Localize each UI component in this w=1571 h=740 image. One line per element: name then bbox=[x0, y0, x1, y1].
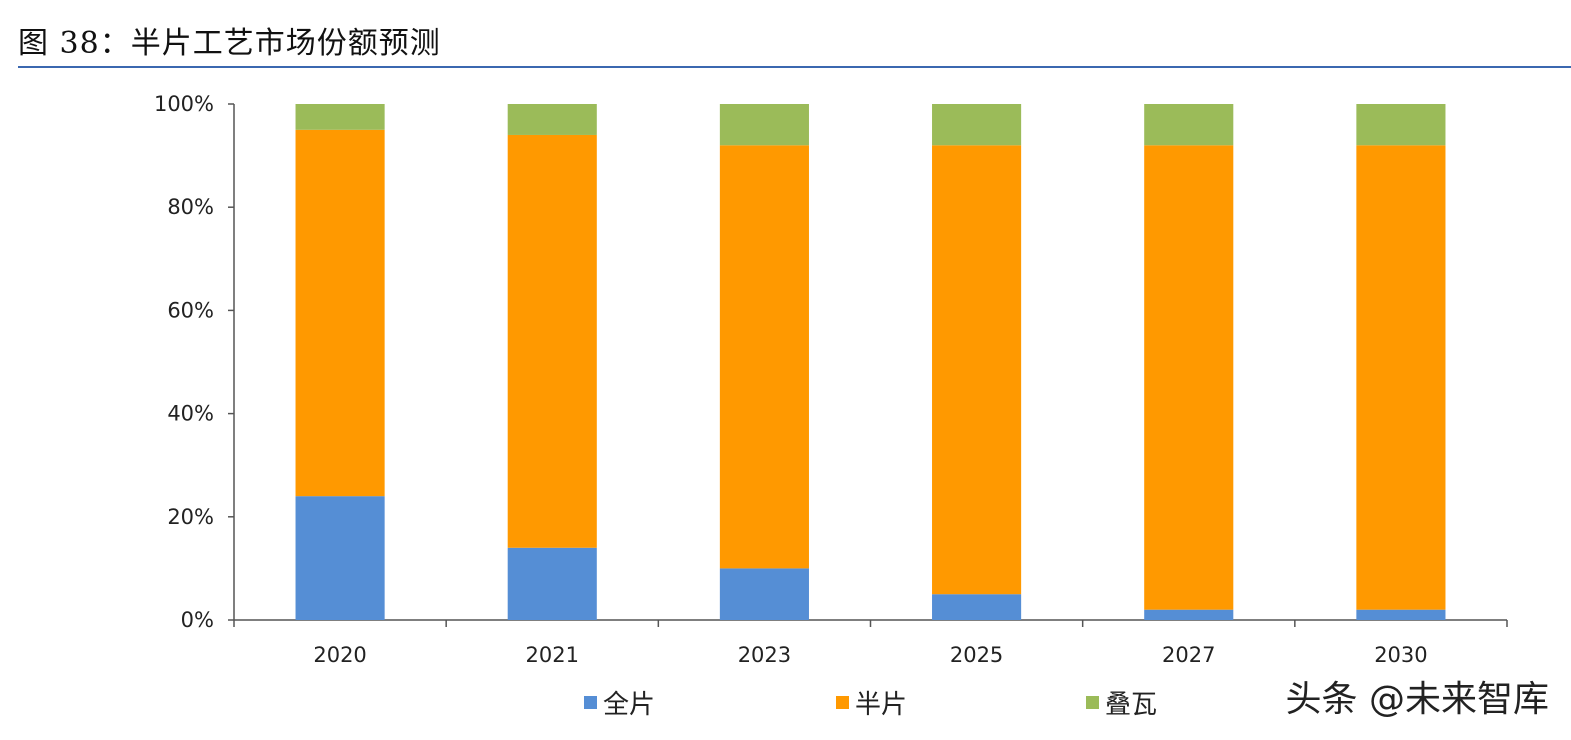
bar-segment-2030-2 bbox=[1356, 104, 1446, 146]
bar-segment-2025-1 bbox=[932, 145, 1022, 595]
legend-item-banpian: 半片 bbox=[836, 680, 907, 724]
bar-segment-2027-2 bbox=[1144, 104, 1234, 146]
y-tick-label: 80% bbox=[167, 195, 214, 219]
legend-label: 叠瓦 bbox=[1105, 689, 1158, 720]
figure-title: 图 38：半片工艺市场份额预测 bbox=[18, 26, 441, 61]
x-tick-label: 2021 bbox=[526, 643, 579, 667]
legend-item-diewa: 叠瓦 bbox=[1086, 680, 1157, 724]
x-axis: 2020 2021 2023 2025 2027 2030 bbox=[233, 619, 1508, 667]
y-axis: 0% 20% 40% 60% 80% 100% bbox=[154, 92, 235, 632]
y-tick-label: 40% bbox=[167, 402, 214, 426]
legend-label: 全片 bbox=[603, 689, 656, 720]
watermark: 头条 @未来智库 bbox=[1285, 679, 1549, 720]
x-tick-label: 2027 bbox=[1162, 643, 1215, 667]
bar-segment-2030-0 bbox=[1356, 609, 1446, 620]
legend-label: 半片 bbox=[855, 689, 908, 720]
y-tick-label: 20% bbox=[167, 505, 214, 529]
legend: 全片 半片 叠瓦 bbox=[0, 680, 1571, 724]
stacked-bar-chart: 0%20%40%60%80%100% 2020 2021 2023 2025 2027 2… bbox=[154, 92, 1508, 667]
bar-segment-2021-0 bbox=[507, 547, 597, 620]
bar-segment-2025-0 bbox=[932, 594, 1022, 620]
bar-segment-2030-1 bbox=[1356, 145, 1446, 610]
y-tick-label: 60% bbox=[167, 298, 214, 322]
x-tick-label: 2023 bbox=[738, 643, 791, 667]
bar-segment-2027-0 bbox=[1144, 609, 1234, 620]
bar-segment-2025-2 bbox=[932, 104, 1022, 146]
bar-segment-2021-2 bbox=[507, 104, 597, 135]
y-tick-label: 0% bbox=[181, 608, 214, 632]
legend-swatch bbox=[836, 695, 849, 709]
legend-swatch bbox=[1086, 695, 1099, 709]
bar-segment-2023-0 bbox=[719, 568, 809, 620]
x-tick-label: 2030 bbox=[1374, 643, 1427, 667]
y-tick-label: 100% bbox=[154, 92, 214, 116]
bar-segment-2020-2 bbox=[295, 104, 385, 130]
bars bbox=[295, 104, 1446, 620]
bar-segment-2023-1 bbox=[719, 145, 809, 569]
title-divider bbox=[18, 66, 1571, 68]
bar-segment-2023-2 bbox=[719, 104, 809, 146]
bar-segment-2020-1 bbox=[295, 129, 385, 497]
x-tick-label: 2020 bbox=[313, 643, 366, 667]
bar-segment-2020-0 bbox=[295, 496, 385, 620]
legend-swatch bbox=[584, 695, 597, 709]
legend-item-quanpian: 全片 bbox=[584, 680, 655, 724]
bar-segment-2021-1 bbox=[507, 134, 597, 548]
bar-segment-2027-1 bbox=[1144, 145, 1234, 610]
x-tick-label: 2025 bbox=[950, 643, 1003, 667]
